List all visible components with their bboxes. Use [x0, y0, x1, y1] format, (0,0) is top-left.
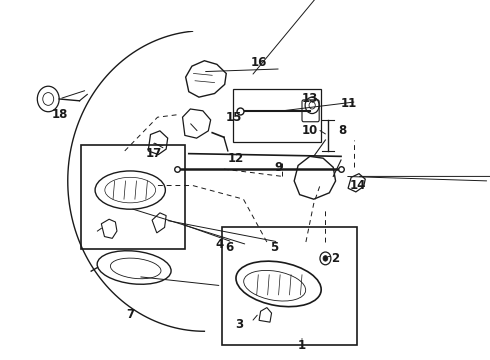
- Text: 18: 18: [52, 108, 68, 121]
- Text: 17: 17: [146, 147, 162, 160]
- Text: 10: 10: [302, 124, 318, 138]
- Text: 14: 14: [350, 179, 367, 192]
- Text: 7: 7: [126, 309, 134, 321]
- Text: 1: 1: [298, 339, 306, 352]
- Text: 16: 16: [251, 56, 267, 69]
- Text: 4: 4: [216, 238, 224, 251]
- Text: 6: 6: [225, 241, 234, 254]
- Text: 3: 3: [236, 318, 244, 332]
- Text: 13: 13: [302, 93, 318, 105]
- Text: 2: 2: [332, 252, 340, 265]
- Bar: [222, 226, 357, 345]
- Text: 11: 11: [341, 97, 357, 110]
- Text: 15: 15: [226, 111, 242, 124]
- Text: 12: 12: [227, 152, 244, 165]
- Text: 8: 8: [339, 124, 347, 138]
- Circle shape: [323, 256, 328, 261]
- Bar: [233, 89, 321, 142]
- Text: 9: 9: [274, 161, 283, 174]
- Text: 5: 5: [270, 241, 279, 254]
- Bar: [81, 144, 185, 249]
